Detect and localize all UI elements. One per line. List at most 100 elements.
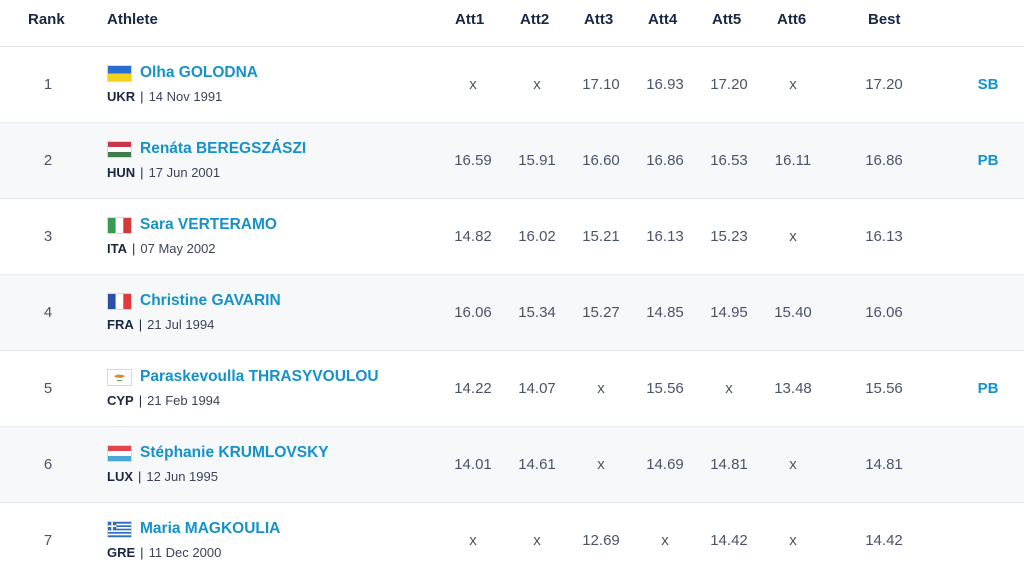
separator: | — [138, 317, 143, 332]
italy-flag-icon — [107, 217, 132, 234]
hungary-flag-icon — [107, 141, 132, 158]
att5-cell: 16.53 — [710, 152, 748, 169]
athlete-meta: CYP | 21 Feb 1994 — [107, 393, 220, 408]
country-code: ITA — [107, 241, 127, 256]
att3-cell: 12.69 — [582, 532, 620, 549]
att4-cell: 16.13 — [646, 228, 684, 245]
att3-cell: x — [597, 380, 605, 397]
country-code: LUX — [107, 469, 133, 484]
rank-cell: 7 — [43, 532, 53, 549]
ukraine-flag-icon — [107, 65, 132, 82]
att1-cell: x — [469, 532, 477, 549]
att3-cell: 17.10 — [582, 76, 620, 93]
birth-date: 21 Jul 1994 — [147, 317, 215, 332]
header-att5: Att5 — [712, 11, 742, 28]
rank-cell: 3 — [43, 228, 53, 245]
birth-date: 11 Dec 2000 — [148, 545, 222, 560]
header-att3: Att3 — [584, 11, 614, 28]
att4-cell: 14.69 — [646, 456, 684, 473]
header-att2: Att2 — [520, 11, 550, 28]
att6-cell: x — [789, 228, 797, 245]
athlete-meta: GRE | 11 Dec 2000 — [107, 545, 221, 560]
athlete-meta: HUN | 17 Jun 2001 — [107, 165, 220, 180]
athlete-meta: UKR | 14 Nov 1991 — [107, 89, 222, 104]
best-cell: 15.56 — [865, 380, 903, 397]
table-header: Rank Athlete Att1 Att2 Att3 Att4 Att5 At… — [0, 0, 1024, 47]
country-code: HUN — [107, 165, 136, 180]
att6-cell: x — [789, 456, 797, 473]
att3-cell: 16.60 — [582, 152, 620, 169]
att1-cell: 14.22 — [454, 380, 492, 397]
att2-cell: 14.07 — [518, 380, 556, 397]
header-rank: Rank — [28, 11, 65, 28]
table-row: 5 Paraskevoulla THRASYVOULOU CYP | 21 Feb … — [0, 351, 1024, 427]
table-row: 3 Sara VERTERAMO ITA | 07 May 2002 14.82 1… — [0, 199, 1024, 275]
att5-cell: 14.95 — [710, 304, 748, 321]
birth-date: 14 Nov 1991 — [148, 89, 223, 104]
att4-cell: 14.85 — [646, 304, 684, 321]
athlete-name-link[interactable]: Paraskevoulla THRASYVOULOU — [140, 368, 379, 385]
table-row: 6 Stéphanie KRUMLOVSKY LUX | 12 Jun 1995 1… — [0, 427, 1024, 503]
att2-cell: x — [533, 76, 541, 93]
att2-cell: 15.34 — [518, 304, 556, 321]
record-mark: SB — [977, 76, 999, 93]
athlete-meta: LUX | 12 Jun 1995 — [107, 469, 218, 484]
att1-cell: x — [469, 76, 477, 93]
luxembourg-flag-icon — [107, 445, 132, 462]
athlete-name-link[interactable]: Christine GAVARIN — [140, 292, 281, 309]
att2-cell: 15.91 — [518, 152, 556, 169]
separator: | — [131, 241, 136, 256]
att5-cell: 14.81 — [710, 456, 748, 473]
rank-cell: 6 — [43, 456, 53, 473]
athlete-name-link[interactable]: Olha GOLODNA — [140, 64, 258, 81]
best-cell: 14.81 — [865, 456, 903, 473]
best-cell: 14.42 — [865, 532, 903, 549]
att3-cell: x — [597, 456, 605, 473]
rank-cell: 2 — [43, 152, 53, 169]
att1-cell: 14.82 — [454, 228, 492, 245]
header-att6: Att6 — [777, 11, 807, 28]
separator: | — [138, 393, 143, 408]
table-row: 2 Renáta BEREGSZÁSZI HUN | 17 Jun 2001 16.… — [0, 123, 1024, 199]
birth-date: 07 May 2002 — [140, 241, 216, 256]
att1-cell: 16.06 — [454, 304, 492, 321]
record-mark: PB — [977, 152, 999, 169]
att6-cell: 13.48 — [774, 380, 812, 397]
att5-cell: x — [725, 380, 733, 397]
att5-cell: 14.42 — [710, 532, 748, 549]
att3-cell: 15.21 — [582, 228, 620, 245]
best-cell: 16.86 — [865, 152, 903, 169]
att6-cell: x — [789, 76, 797, 93]
rank-cell: 1 — [43, 76, 53, 93]
header-athlete: Athlete — [107, 11, 158, 28]
best-cell: 16.06 — [865, 304, 903, 321]
att5-cell: 15.23 — [710, 228, 748, 245]
athlete-name-link[interactable]: Renáta BEREGSZÁSZI — [140, 140, 307, 157]
record-mark: PB — [977, 380, 999, 397]
separator: | — [140, 89, 144, 104]
att2-cell: x — [533, 532, 541, 549]
table-row: 4 Christine GAVARIN FRA | 21 Jul 1994 16.0… — [0, 275, 1024, 351]
country-code: UKR — [107, 89, 136, 104]
att2-cell: 16.02 — [518, 228, 556, 245]
att4-cell: 16.86 — [646, 152, 684, 169]
header-att4: Att4 — [648, 11, 678, 28]
birth-date: 12 Jun 1995 — [146, 469, 218, 484]
athlete-meta: ITA | 07 May 2002 — [107, 241, 216, 256]
rank-cell: 4 — [43, 304, 53, 321]
country-code: FRA — [107, 317, 134, 332]
country-code: CYP — [107, 393, 134, 408]
athlete-name-link[interactable]: Sara VERTERAMO — [140, 216, 277, 233]
att1-cell: 14.01 — [454, 456, 492, 473]
separator: | — [138, 469, 142, 484]
athlete-name-link[interactable]: Stéphanie KRUMLOVSKY — [140, 444, 329, 461]
att5-cell: 17.20 — [710, 76, 748, 93]
att3-cell: 15.27 — [582, 304, 620, 321]
att6-cell: 16.11 — [774, 152, 812, 169]
athlete-name-link[interactable]: Maria MAGKOULIA — [140, 520, 281, 537]
separator: | — [140, 545, 144, 560]
att4-cell: x — [661, 532, 669, 549]
att6-cell: 15.40 — [774, 304, 812, 321]
table-row: 7 Maria MAGKOULIA GRE | 11 Dec 2000 x x 12… — [0, 503, 1024, 578]
